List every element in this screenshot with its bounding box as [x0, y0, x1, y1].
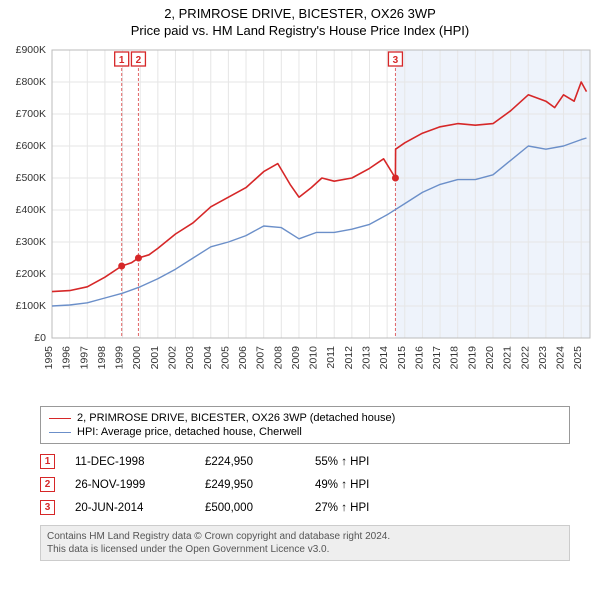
svg-text:£0: £0 [34, 332, 46, 344]
svg-text:£700K: £700K [16, 108, 46, 120]
title-subtitle: Price paid vs. HM Land Registry's House … [0, 23, 600, 38]
svg-text:2007: 2007 [255, 346, 267, 370]
svg-text:1999: 1999 [114, 346, 126, 370]
svg-text:2011: 2011 [325, 346, 337, 369]
svg-text:2005: 2005 [219, 346, 231, 370]
chart-svg: £0 £100K £200K £300K £400K £500K £600K £700K £80… [0, 40, 600, 400]
svg-text:3: 3 [393, 55, 399, 66]
svg-text:2024: 2024 [555, 346, 567, 370]
svg-text:2002: 2002 [166, 346, 178, 370]
legend-swatch-hpi [49, 432, 71, 433]
svg-text:2018: 2018 [449, 346, 461, 370]
svg-text:2022: 2022 [519, 346, 531, 370]
sale-delta-3: 27% ↑ HPI [315, 502, 415, 514]
svg-text:1995: 1995 [43, 346, 55, 370]
svg-text:2025: 2025 [572, 346, 584, 370]
sale-delta-2: 49% ↑ HPI [315, 479, 415, 491]
sale-row-1: 1 11-DEC-1998 £224,950 55% ↑ HPI [40, 450, 570, 473]
svg-text:£300K: £300K [16, 236, 46, 248]
footer-attribution: Contains HM Land Registry data © Crown c… [40, 525, 570, 561]
svg-text:2015: 2015 [396, 346, 408, 370]
legend-row-hpi: HPI: Average price, detached house, Cher… [49, 425, 561, 439]
svg-text:£900K: £900K [16, 44, 46, 56]
sale-date-2: 26-NOV-1999 [75, 479, 185, 491]
svg-text:2020: 2020 [484, 346, 496, 370]
svg-text:2000: 2000 [131, 346, 143, 370]
footer-line1: Contains HM Land Registry data © Crown c… [47, 530, 563, 543]
svg-text:2001: 2001 [149, 346, 161, 370]
svg-text:2017: 2017 [431, 346, 443, 370]
svg-text:£400K: £400K [16, 204, 46, 216]
title-address: 2, PRIMROSE DRIVE, BICESTER, OX26 3WP [0, 6, 600, 21]
legend-swatch-property [49, 418, 71, 419]
sales-table: 1 11-DEC-1998 £224,950 55% ↑ HPI 2 26-NO… [40, 450, 570, 519]
legend: 2, PRIMROSE DRIVE, BICESTER, OX26 3WP (d… [40, 406, 570, 444]
svg-text:£100K: £100K [16, 300, 46, 312]
svg-text:2013: 2013 [361, 346, 373, 370]
svg-text:2019: 2019 [466, 346, 478, 370]
svg-text:2012: 2012 [343, 346, 355, 370]
sale-row-3: 3 20-JUN-2014 £500,000 27% ↑ HPI [40, 496, 570, 519]
svg-text:1: 1 [119, 55, 125, 66]
svg-text:2016: 2016 [413, 346, 425, 370]
sale-date-1: 11-DEC-1998 [75, 456, 185, 468]
svg-text:2009: 2009 [290, 346, 302, 370]
svg-text:2023: 2023 [537, 346, 549, 370]
footer-line2: This data is licensed under the Open Gov… [47, 543, 563, 556]
svg-text:2021: 2021 [502, 346, 514, 370]
sale-date-3: 20-JUN-2014 [75, 502, 185, 514]
sale-delta-1: 55% ↑ HPI [315, 456, 415, 468]
sale-price-3: £500,000 [205, 502, 295, 514]
svg-text:£800K: £800K [16, 76, 46, 88]
svg-text:2014: 2014 [378, 346, 390, 370]
legend-row-property: 2, PRIMROSE DRIVE, BICESTER, OX26 3WP (d… [49, 411, 561, 425]
svg-text:2: 2 [136, 55, 142, 66]
svg-text:2008: 2008 [272, 346, 284, 370]
sale-row-2: 2 26-NOV-1999 £249,950 49% ↑ HPI [40, 473, 570, 496]
page-root: 2, PRIMROSE DRIVE, BICESTER, OX26 3WP Pr… [0, 0, 600, 561]
sale-price-1: £224,950 [205, 456, 295, 468]
sale-marker-1: 1 [40, 454, 55, 469]
svg-text:2004: 2004 [202, 346, 214, 370]
svg-text:2003: 2003 [184, 346, 196, 370]
chart-area: £0 £100K £200K £300K £400K £500K £600K £700K £80… [0, 40, 600, 400]
chart-title-block: 2, PRIMROSE DRIVE, BICESTER, OX26 3WP Pr… [0, 0, 600, 40]
svg-text:1996: 1996 [61, 346, 73, 370]
svg-text:2010: 2010 [308, 346, 320, 370]
sale-price-2: £249,950 [205, 479, 295, 491]
sale-marker-3: 3 [40, 500, 55, 515]
svg-text:1997: 1997 [78, 346, 90, 370]
svg-text:£200K: £200K [16, 268, 46, 280]
svg-text:2006: 2006 [237, 346, 249, 370]
svg-text:£600K: £600K [16, 140, 46, 152]
legend-label-hpi: HPI: Average price, detached house, Cher… [77, 426, 302, 438]
svg-text:1998: 1998 [96, 346, 108, 370]
legend-label-property: 2, PRIMROSE DRIVE, BICESTER, OX26 3WP (d… [77, 412, 395, 424]
svg-text:£500K: £500K [16, 172, 46, 184]
sale-marker-2: 2 [40, 477, 55, 492]
